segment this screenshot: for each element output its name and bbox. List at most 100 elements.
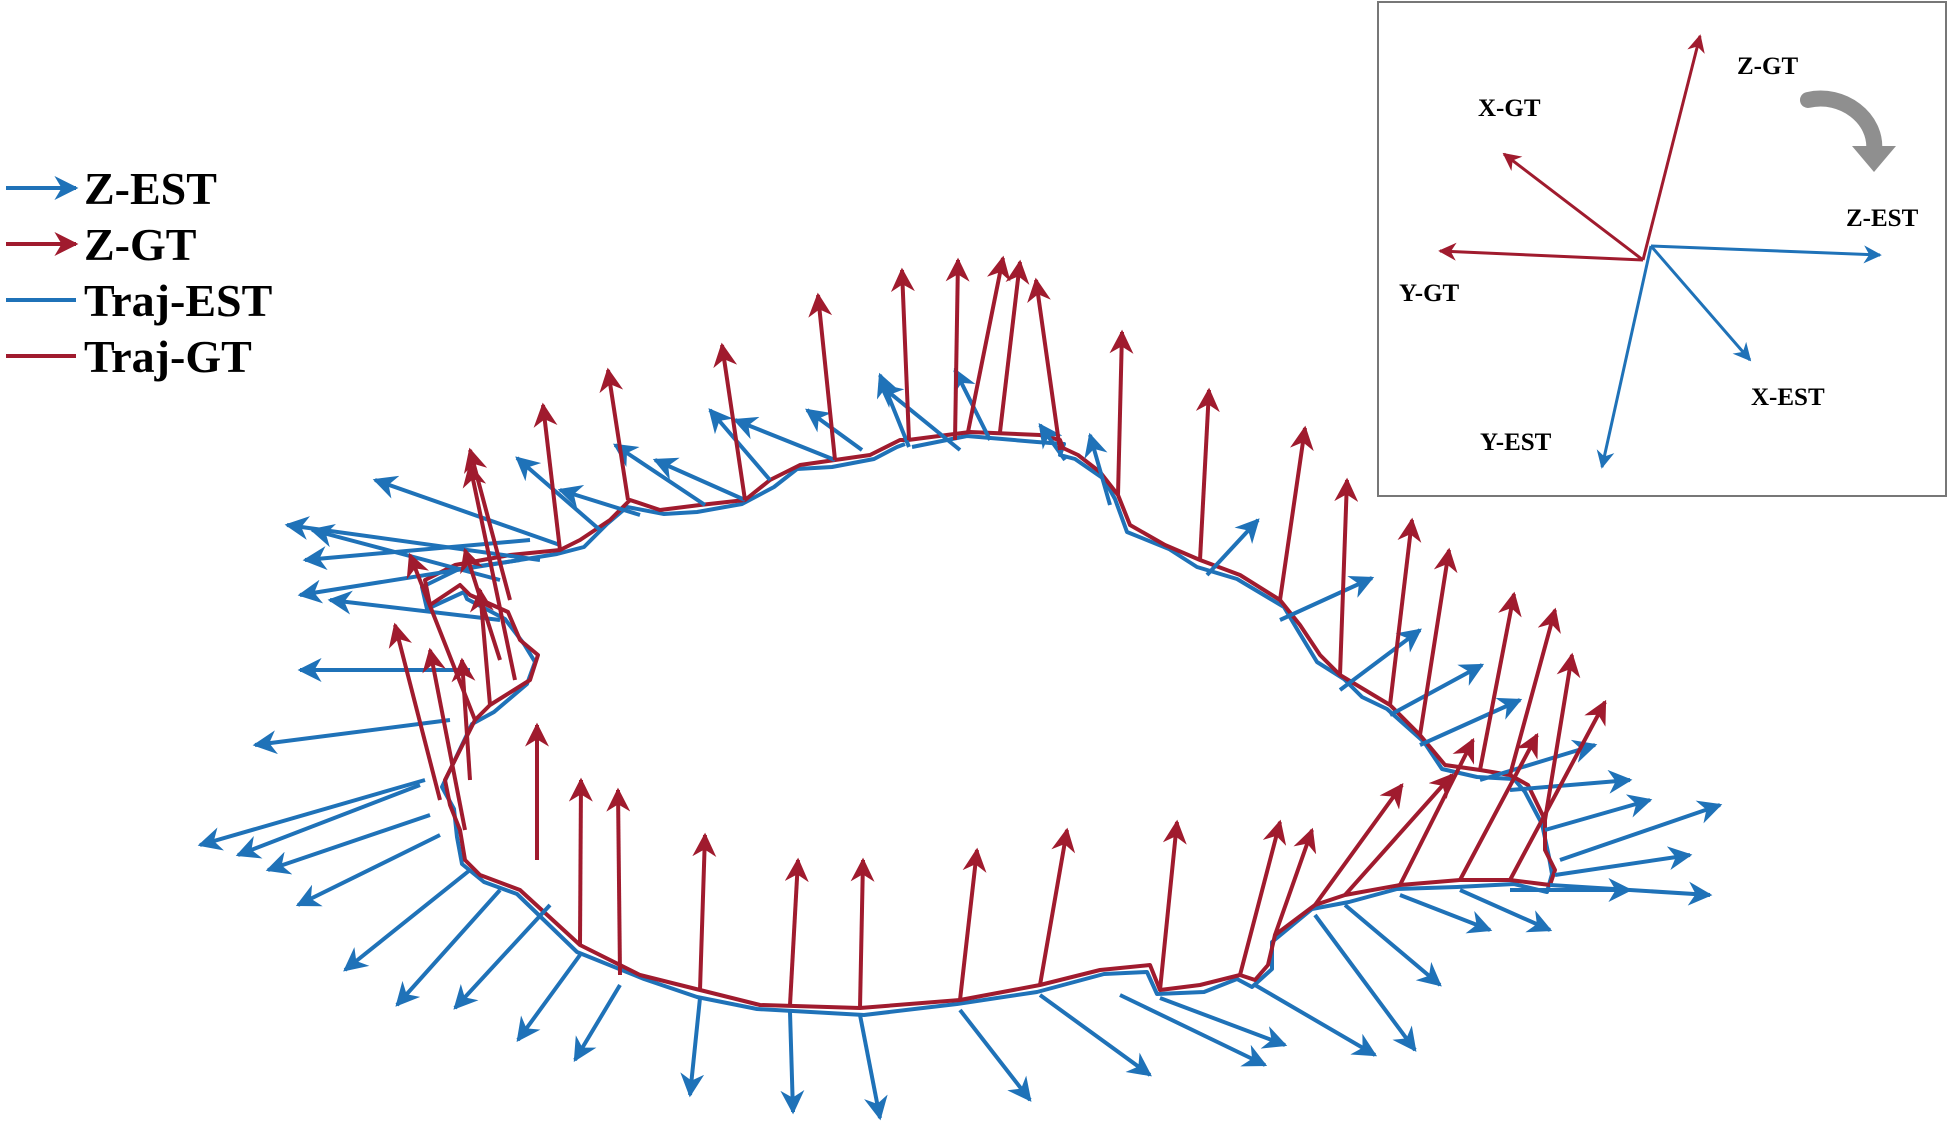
x-est-label: X-EST [1751,384,1825,411]
z-gt-arrow [945,257,970,441]
z-est-arrow [1389,663,1485,717]
z-est-arrow [858,1014,888,1121]
traj-gt-line [423,430,1557,1010]
z-est-axis-arrow [1650,244,1882,264]
frame-inset: Z-GT X-GT Y-GT Z-EST X-EST Y-EST [1377,1,1947,497]
z-gt-arrow [1343,773,1454,897]
z-gt-arrow [1508,699,1607,881]
z-est-arrow [327,590,501,622]
inset-border [1377,1,1947,497]
z-est-arrow [878,383,962,452]
z-est-arrow [876,372,911,448]
z-est-arrow [1084,432,1112,506]
z-est-arrow [1038,993,1152,1077]
y-gt-label: Y-GT [1399,280,1460,307]
z-est-label: Z-EST [1846,205,1919,232]
trajectory-plot [197,255,1723,1121]
y-est-axis-arrow [1596,245,1653,469]
z-gt-arrow [1398,737,1475,886]
legend-label: Z-GT [84,219,196,270]
z-est-arrow [295,833,441,907]
z-est-arrow [708,408,772,482]
legend-label: Traj-EST [84,275,272,326]
z-est-arrow [1313,913,1417,1052]
z-est-arrow [652,457,746,502]
z-gt-arrow [451,657,476,781]
z-est-arrow [805,408,864,452]
z-gt-arrow [692,832,717,991]
z-est-arrow [1509,769,1633,794]
z-gt-arrow [1334,477,1359,676]
z-gt-arrow [1313,783,1404,907]
x-gt-axis-arrow [1502,152,1644,262]
z-est-arrow [557,484,641,517]
z-est-arrow [1253,983,1378,1057]
z-gt-arrow [1158,819,1187,991]
z-est-arrow [573,983,622,1063]
z-gt-arrow [1027,277,1062,451]
z-est-arrow [1459,888,1553,933]
z-gt-arrow [1238,819,1287,976]
z-gt-arrow [1543,652,1581,821]
z-gt-arrow [1418,547,1458,736]
z-gt-arrow [606,787,631,976]
z-gt-arrow [1388,517,1422,706]
z-est-arrow [302,538,531,571]
y-gt-axis-arrow [1438,242,1644,262]
z-gt-arrow [998,259,1030,433]
z-est-arrow [516,953,582,1042]
z-gt-arrow [784,857,809,1006]
z-gt-arrow [1038,827,1076,986]
z-gt-arrow [966,255,1011,433]
z-gt-arrow [460,547,502,661]
legend: Z-EST Z-GT Traj-EST Traj-GT [6,163,272,382]
z-est-arrow [1119,993,1268,1067]
z-gt-arrow [462,462,517,681]
z-est-arrow [515,456,602,532]
z-gt-arrow [388,622,442,801]
z-gt-arrow [808,292,837,461]
z-gt-arrows [388,255,1607,1009]
z-est-arrows [197,367,1723,1121]
z-gt-axis-arrow [1641,34,1705,261]
z-est-arrow [680,997,705,1098]
z-gt-arrow [568,777,593,946]
z-est-arrow [343,868,472,972]
z-gt-arrow [1278,425,1314,601]
z-gt-arrow [1273,827,1317,936]
z-gt-arrow [422,647,467,831]
z-est-arrow [780,1011,805,1115]
z-gt-arrow [1508,607,1561,776]
legend-item-z-est: Z-EST [6,163,217,214]
z-gt-arrow [469,587,494,706]
z-est-arrow [1205,518,1260,577]
z-est-arrow [1554,846,1693,877]
legend-item-traj-est: Traj-EST [6,275,272,326]
z-est-arrow [1544,794,1653,832]
z-gt-arrow [958,847,987,1001]
z-est-arrow [958,1008,1032,1102]
z-gt-arrow [1458,732,1539,881]
z-gt-arrow [1478,591,1522,771]
z-gt-label: Z-GT [1737,53,1798,80]
legend-item-traj-gt: Traj-GT [6,331,252,382]
z-gt-arrow [850,857,875,1009]
z-est-arrow [1038,423,1067,462]
z-est-arrow [1343,903,1442,987]
z-gt-arrow [533,402,562,551]
z-est-arrow [1419,697,1523,747]
z-est-arrow [395,888,502,1007]
z-est-arrow [265,813,431,875]
z-est-arrow [252,718,451,755]
z-gt-arrow [599,367,630,501]
legend-label: Z-EST [84,163,217,214]
curved-rotation-arrow-icon [1800,90,1896,172]
z-gt-arrow [1109,329,1134,496]
z-est-arrow [372,475,561,547]
z-gt-arrow [890,267,915,441]
x-gt-label: X-GT [1478,95,1541,122]
z-est-arrow [1559,800,1723,862]
z-gt-arrow [713,342,747,501]
z-est-arrow [1479,739,1598,782]
